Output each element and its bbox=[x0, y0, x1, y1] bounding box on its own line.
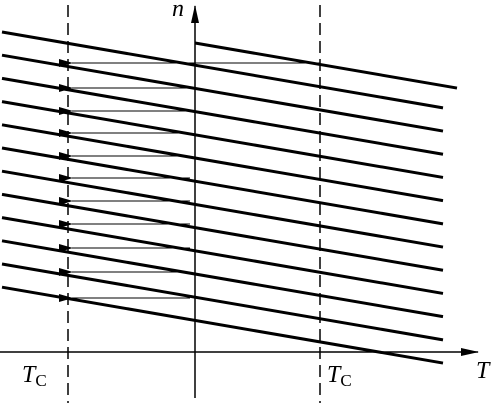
slanted-line bbox=[1, 216, 444, 295]
axis-label: n bbox=[172, 0, 184, 22]
subscript: C bbox=[340, 371, 351, 390]
slanted-line bbox=[1, 146, 444, 226]
slanted-line bbox=[1, 169, 444, 249]
slanted-line bbox=[1, 192, 444, 272]
marker-label: TC bbox=[22, 362, 47, 390]
slanted-line bbox=[1, 123, 444, 203]
slanted-line bbox=[1, 262, 444, 342]
slanted-line bbox=[1, 285, 444, 365]
slanted-line bbox=[1, 30, 444, 110]
symbol: T bbox=[327, 362, 342, 388]
axis-label: T bbox=[476, 358, 491, 384]
subscript: C bbox=[35, 371, 46, 390]
slanted-lines bbox=[1, 30, 458, 365]
slanted-line bbox=[1, 239, 444, 319]
arrows bbox=[59, 59, 320, 302]
slanted-line bbox=[194, 41, 458, 90]
slanted-line bbox=[1, 53, 444, 133]
symbol: T bbox=[22, 362, 37, 388]
slanted-line bbox=[1, 76, 444, 156]
marker-label: TC bbox=[327, 362, 352, 390]
slanted-line bbox=[1, 100, 444, 179]
